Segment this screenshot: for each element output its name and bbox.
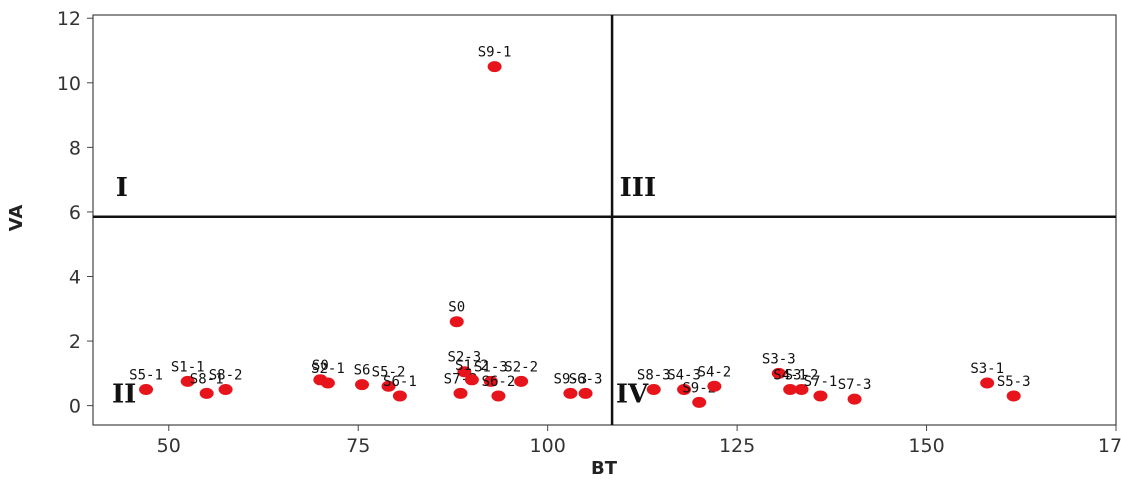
x-tick-label: 100 <box>530 435 566 457</box>
y-tick-label: 0 <box>69 396 81 418</box>
y-tick-label: 12 <box>57 8 81 30</box>
point-label: S3-1 <box>970 361 1004 377</box>
data-point <box>646 383 661 395</box>
data-point <box>980 377 995 389</box>
data-point <box>483 375 498 387</box>
y-tick-label: 2 <box>69 331 81 353</box>
point-label: S2-2 <box>504 359 538 375</box>
data-point <box>794 383 809 395</box>
y-tick-label: 6 <box>69 202 81 224</box>
plot-frame <box>92 14 1117 426</box>
reference-lines <box>93 15 1116 425</box>
data-point <box>464 374 479 386</box>
x-tick-label: 50 <box>157 435 181 457</box>
data-point <box>320 377 335 389</box>
data-point <box>457 366 472 378</box>
y-axis-title: VA <box>6 205 27 232</box>
point-label: S1-1 <box>171 359 205 375</box>
point-label: S9-1 <box>478 45 512 61</box>
axis-ticks: 50 75 100 125 150 175 0 2 4 6 8 10 12 <box>57 8 1121 457</box>
point-label: S5-1 <box>129 367 163 383</box>
point-label: S9-3 <box>554 371 588 387</box>
data-point <box>487 61 502 73</box>
point-label: S6-1 <box>383 374 417 390</box>
quadrant-label: II <box>112 379 136 409</box>
point-label: S4-3 <box>667 367 701 383</box>
data-point <box>578 387 593 399</box>
data-point <box>392 390 407 402</box>
y-tick-label: 10 <box>57 73 81 95</box>
data-point <box>453 387 468 399</box>
point-label: S0 <box>448 300 465 316</box>
point-label: S6-3 <box>569 371 603 387</box>
point-label: S7-3 <box>838 377 872 393</box>
data-point <box>355 379 370 391</box>
data-point <box>771 367 786 379</box>
x-axis-title: BT <box>591 458 618 479</box>
data-point <box>813 390 828 402</box>
y-tick-label: 4 <box>69 266 81 288</box>
point-label: S4-1 <box>773 367 807 383</box>
data-point <box>1006 390 1021 402</box>
point-label: S3-2 <box>785 367 819 383</box>
point-label: S5-2 <box>372 364 406 380</box>
point-label: S4-2 <box>698 364 732 380</box>
point-label: S1-3 <box>474 359 508 375</box>
point-label: S6 <box>354 363 371 379</box>
data-point <box>707 380 722 392</box>
point-label: S2-1 <box>311 361 345 377</box>
point-label: S7-1 <box>804 374 838 390</box>
point-label: S3-3 <box>762 351 796 367</box>
data-point <box>218 383 233 395</box>
x-tick-label: 150 <box>908 435 944 457</box>
x-tick-label: 175 <box>1098 435 1121 457</box>
data-point <box>847 393 862 405</box>
data-point <box>692 396 707 408</box>
data-point <box>783 383 798 395</box>
point-label: S9-2 <box>682 380 716 396</box>
quadrant-label: III <box>620 173 657 203</box>
data-point <box>139 383 154 395</box>
point-label: S5-3 <box>997 374 1031 390</box>
data-point <box>180 375 195 387</box>
point-label: S8-2 <box>209 367 243 383</box>
point-label: S1-2 <box>455 358 489 374</box>
x-tick-label: 75 <box>346 435 370 457</box>
x-tick-label: 125 <box>719 435 755 457</box>
point-label: S8-3 <box>637 367 671 383</box>
data-point <box>514 375 529 387</box>
data-point <box>199 387 214 399</box>
point-label: S2-3 <box>447 350 481 366</box>
point-label: S6-2 <box>482 374 516 390</box>
quadrant-label: I <box>116 173 128 203</box>
point-label: S0 <box>312 358 329 374</box>
data-point <box>491 390 506 402</box>
data-point <box>449 316 464 328</box>
data-point <box>677 383 692 395</box>
quadrant-label: IV <box>616 379 649 409</box>
point-label: S8-1 <box>190 371 224 387</box>
data-point <box>381 380 396 392</box>
y-tick-label: 8 <box>69 137 81 159</box>
data-point <box>563 387 578 399</box>
